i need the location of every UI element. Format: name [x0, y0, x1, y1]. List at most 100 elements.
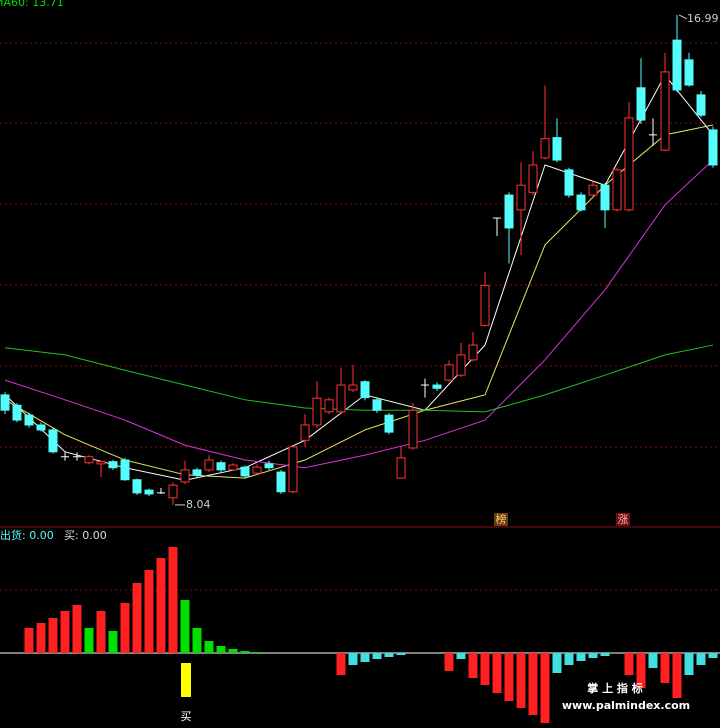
candle-body	[300, 424, 310, 441]
candle-body	[24, 414, 34, 426]
candle-body	[168, 484, 178, 499]
candle-body	[312, 397, 322, 426]
bar	[72, 605, 82, 653]
bar	[36, 623, 46, 653]
bar	[444, 653, 454, 671]
candle-body	[216, 462, 226, 471]
bar	[660, 653, 670, 683]
bar	[120, 603, 130, 653]
ma-line	[4, 344, 714, 413]
bar	[336, 653, 346, 675]
candle-body	[588, 184, 598, 196]
candle-body	[324, 399, 334, 413]
candle-body	[276, 471, 286, 493]
bar	[504, 653, 514, 701]
candle-body	[336, 384, 346, 413]
candle-body	[528, 164, 538, 193]
watermark-url: www.palmindex.com	[562, 699, 690, 712]
bar	[552, 653, 562, 673]
bar	[636, 653, 646, 688]
candle-body	[252, 466, 262, 474]
bar	[132, 583, 142, 653]
bar	[84, 628, 94, 653]
candle-body	[84, 456, 94, 464]
bar	[684, 653, 694, 675]
bar	[372, 653, 382, 659]
candle-body	[708, 129, 718, 166]
candle-body	[396, 457, 406, 479]
candle-body	[240, 466, 250, 477]
candle-body	[144, 489, 154, 495]
candle-body	[468, 344, 478, 361]
bar	[216, 646, 226, 653]
candle-body	[552, 137, 562, 161]
bar	[204, 641, 214, 653]
candle-body	[684, 59, 694, 86]
bar	[156, 558, 166, 653]
badge: 涨	[618, 513, 629, 526]
candle-body	[48, 429, 58, 453]
bar	[588, 653, 598, 658]
candle-body	[660, 71, 670, 151]
bar	[468, 653, 478, 678]
bar	[180, 600, 190, 653]
low-label: 8.04	[186, 498, 211, 511]
bar	[708, 653, 718, 658]
bar	[384, 653, 394, 657]
candle-body	[228, 464, 238, 471]
bar	[24, 628, 34, 653]
candle-body	[480, 284, 490, 326]
candle-body	[696, 94, 706, 116]
candle-body	[132, 479, 142, 494]
indicator-label: 买: 0.00	[64, 529, 107, 542]
bar	[252, 652, 262, 653]
candle-body	[456, 354, 466, 376]
bar	[360, 653, 370, 662]
candle-body	[12, 404, 22, 421]
signal-label: 买	[181, 710, 192, 723]
bar	[108, 631, 118, 653]
bar	[396, 653, 406, 655]
candle-body	[96, 461, 106, 465]
bar	[48, 618, 58, 653]
bar	[480, 653, 490, 685]
candle-body	[36, 424, 46, 431]
bar	[564, 653, 574, 665]
bar	[528, 653, 538, 715]
candle-body	[672, 39, 682, 91]
candle-body	[264, 463, 274, 469]
bar	[60, 611, 70, 653]
bar	[240, 651, 250, 653]
candle-body	[372, 399, 382, 411]
bar	[696, 653, 706, 665]
bar	[516, 653, 526, 708]
bar	[192, 628, 202, 653]
candle-body	[108, 461, 118, 469]
candle-body	[576, 194, 586, 211]
bar	[456, 653, 466, 659]
bar	[348, 653, 358, 665]
high-pointer	[678, 14, 688, 20]
badge: 榜	[496, 512, 507, 526]
watermark-title: 掌 上 指 标	[587, 681, 643, 695]
candle-body	[0, 394, 10, 411]
candle-body	[120, 459, 130, 481]
candle-body	[432, 384, 442, 389]
high-label: 16.99	[687, 12, 719, 25]
ma-line	[4, 159, 714, 469]
candle-body	[180, 469, 190, 483]
candle-body	[204, 459, 214, 471]
candle-body	[360, 381, 370, 399]
indicator-label: 出货: 0.00	[0, 528, 54, 542]
badge-bg	[616, 513, 630, 526]
candle-body	[612, 169, 622, 211]
candle-body	[444, 364, 454, 381]
candle-body	[192, 469, 202, 476]
bar	[648, 653, 658, 668]
badge-bg	[494, 513, 508, 526]
candle-body	[540, 138, 550, 159]
bar	[540, 653, 550, 723]
bar	[672, 653, 682, 698]
grid	[0, 42, 720, 591]
